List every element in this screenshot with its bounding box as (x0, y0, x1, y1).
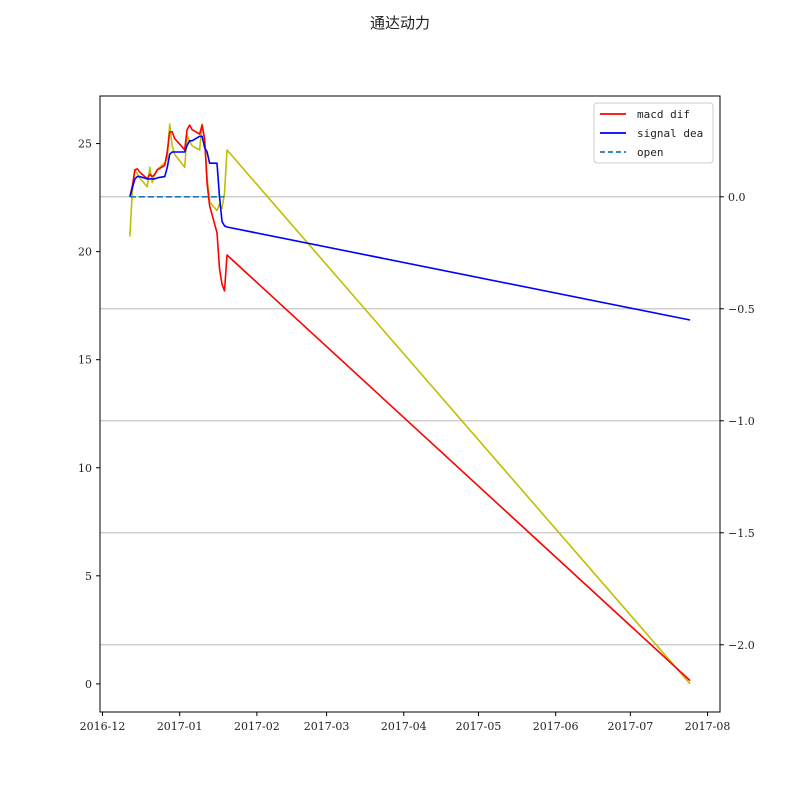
legend-label: open (637, 146, 664, 159)
left-y-axis: 0 5 10 15 20 25 (78, 138, 100, 691)
chart-title: 通达动力 (369, 14, 430, 32)
signal-dea-line (129, 135, 691, 321)
x-tick-label: 2017-03 (304, 720, 350, 733)
plot-frame (99, 95, 721, 713)
left-tick-label: 5 (85, 570, 92, 583)
gridlines (100, 196, 720, 646)
right-tick-label: −2.0 (728, 639, 755, 652)
x-tick-label: 2017-02 (234, 720, 280, 733)
x-tick-label: 2017-04 (381, 720, 427, 733)
left-tick-label: 0 (85, 678, 92, 691)
left-tick-label: 20 (78, 246, 92, 259)
left-tick-label: 25 (78, 138, 92, 151)
macd-dif-line (129, 124, 691, 682)
x-tick-label: 2017-01 (157, 720, 203, 733)
x-axis: 2016-12 2017-01 2017-02 2017-03 2017-04 2017-… (80, 712, 731, 733)
price-line (129, 123, 691, 685)
legend-box (593, 102, 714, 164)
right-y-axis: 0.0 −0.5 −1.0 −1.5 −2.0 (720, 191, 755, 652)
right-tick-label: −1.5 (728, 527, 755, 540)
x-tick-label: 2017-08 (685, 720, 731, 733)
x-tick-label: 2017-05 (456, 720, 502, 733)
legend-label: macd dif (637, 108, 690, 121)
left-tick-label: 15 (78, 354, 92, 367)
legend: macd dif signal dea open (593, 102, 714, 164)
series-lines (129, 123, 691, 685)
right-tick-label: 0.0 (728, 191, 746, 204)
right-tick-label: −0.5 (728, 303, 755, 316)
legend-label: signal dea (637, 127, 703, 140)
x-tick-label: 2017-06 (533, 720, 579, 733)
x-tick-label: 2016-12 (80, 720, 126, 733)
x-tick-label: 2017-07 (608, 720, 654, 733)
left-tick-label: 10 (78, 462, 92, 475)
right-tick-label: −1.0 (728, 415, 755, 428)
